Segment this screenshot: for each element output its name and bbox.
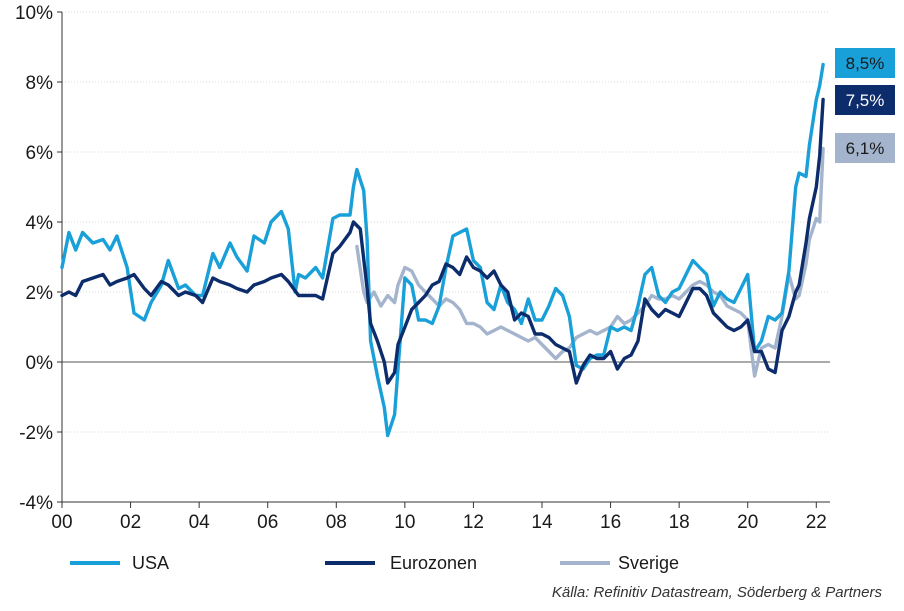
legend-label-usa: USA	[132, 553, 169, 573]
legend-label-sverige: Sverige	[618, 553, 679, 573]
y-tick-label: 10%	[15, 3, 53, 24]
source-note: Källa: Refinitiv Datastream, Söderberg &…	[551, 584, 882, 601]
end-label-sverige: 6,1%	[846, 139, 885, 158]
legend-label-eurozonen: Eurozonen	[390, 553, 477, 573]
x-tick-label: 08	[326, 512, 347, 533]
x-tick-label: 04	[189, 512, 211, 533]
x-tick-label: 12	[463, 512, 484, 533]
axes: 10% 8% 6% 4% 2% 0% -2% -4%00 02 04 06 08 10 12 14 16 18 2…	[15, 3, 830, 533]
legend: USA Eurozonen Sverige	[70, 553, 679, 573]
series-lines	[60, 62, 825, 438]
series-line-eurozonen	[60, 97, 825, 385]
end-label-eurozonen: 7,5%	[846, 91, 885, 110]
x-tick-label: 22	[806, 512, 827, 533]
x-tick-label: 00	[51, 512, 72, 533]
y-tick-label: -4%	[19, 493, 53, 514]
series-line-sverige	[355, 146, 825, 378]
end-labels: 8,5% 7,5% 6,1%	[835, 48, 895, 163]
end-label-usa: 8,5%	[846, 54, 885, 73]
end-label-box-eurozonen	[835, 85, 895, 115]
end-label-box-sverige	[835, 133, 895, 163]
x-tick-label: 16	[600, 512, 621, 533]
y-tick-label: 6%	[26, 143, 54, 164]
y-tick-label: 2%	[26, 283, 54, 304]
x-tick-label: 20	[737, 512, 758, 533]
x-tick-label: 06	[257, 512, 278, 533]
x-tick-label: 02	[120, 512, 141, 533]
y-tick-label: 0%	[26, 353, 54, 374]
y-tick-label: -2%	[19, 423, 53, 444]
x-tick-label: 10	[394, 512, 415, 533]
grid-lines	[62, 11, 830, 433]
series-line-usa	[60, 62, 825, 438]
y-tick-label: 8%	[26, 73, 54, 94]
end-label-box-usa	[835, 48, 895, 78]
x-tick-label: 18	[669, 512, 690, 533]
x-tick-label: 14	[531, 512, 553, 533]
y-tick-label: 4%	[26, 213, 54, 234]
